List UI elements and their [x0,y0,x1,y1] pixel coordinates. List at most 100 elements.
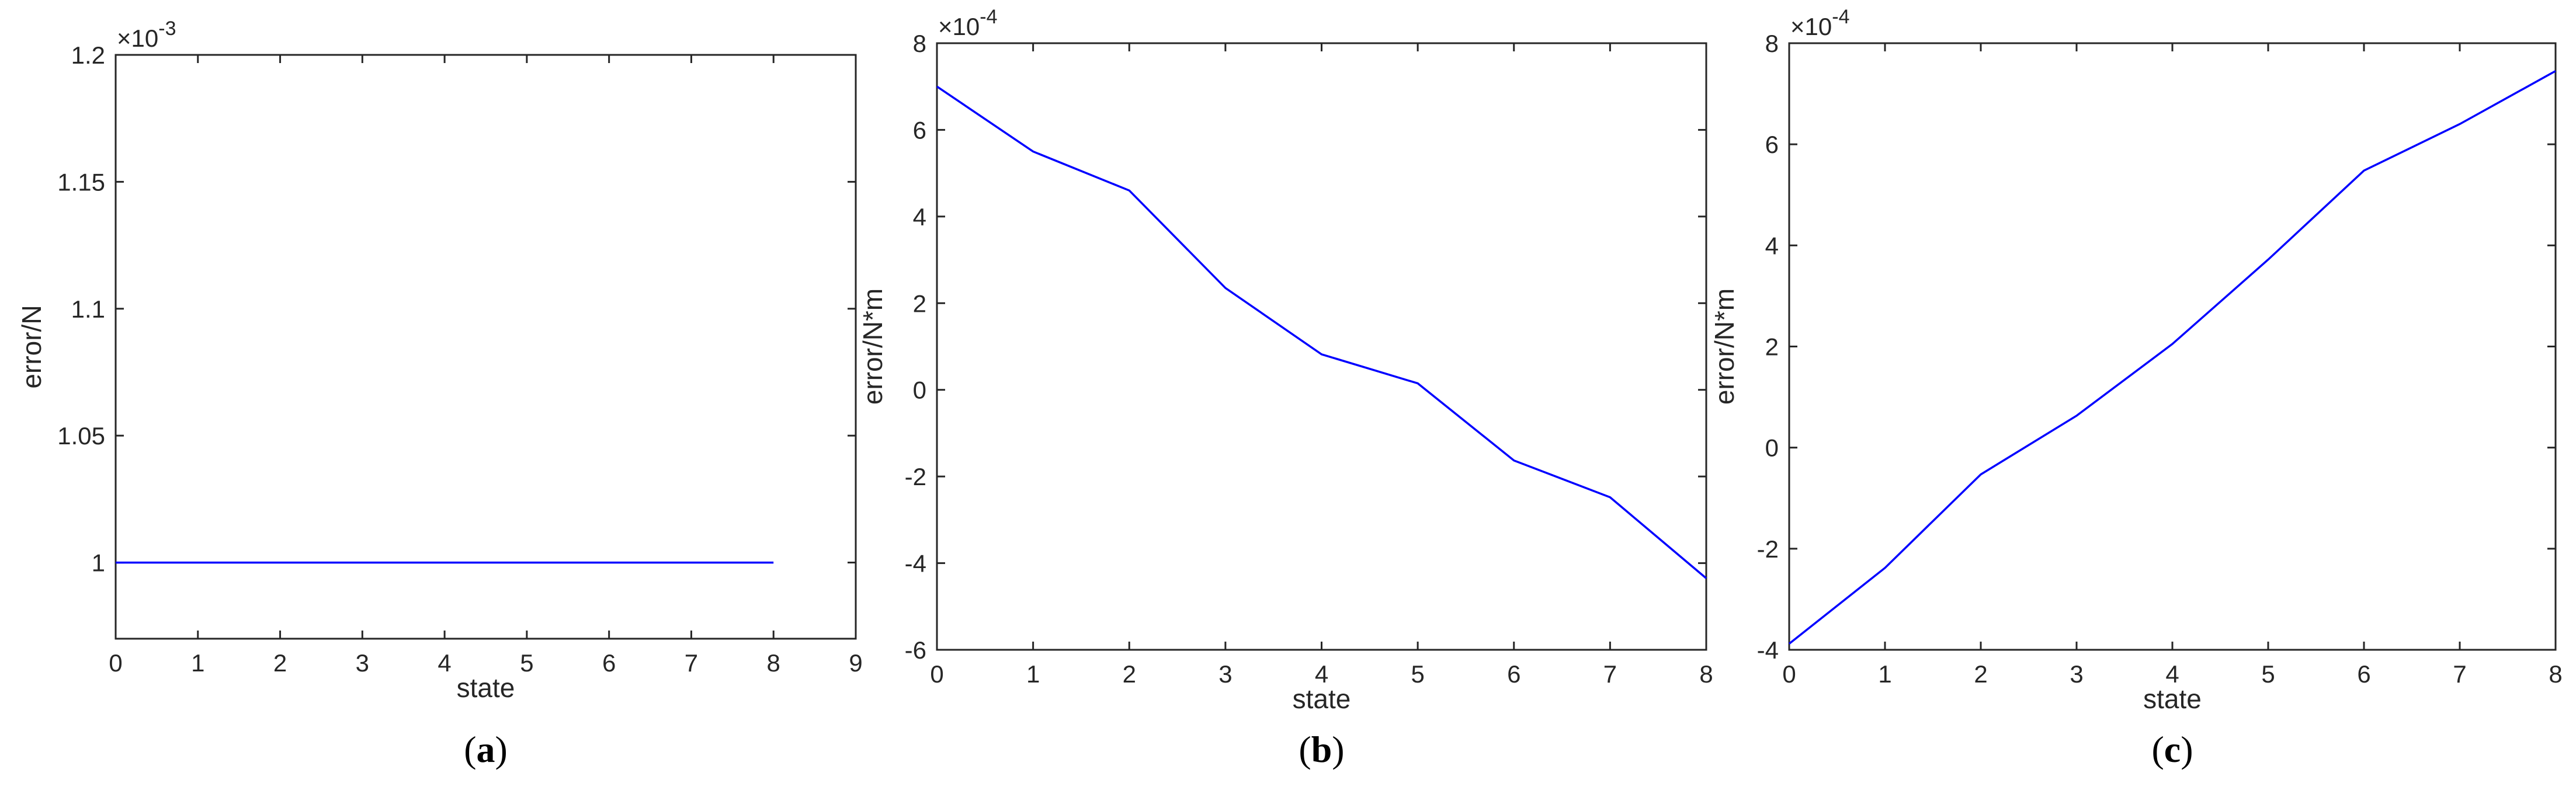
data-point [1512,459,1516,462]
y-tick-label: 2 [913,290,926,317]
data-point [2171,342,2174,346]
y-exponent-label: ×10-3 [117,18,176,52]
data-point [525,561,529,565]
x-tick-label: 5 [520,649,533,677]
data-point [1704,577,1708,580]
data-point [2362,169,2366,172]
y-tick-label: 6 [913,116,926,144]
x-tick-label: 0 [109,649,122,677]
x-tick-label: 6 [602,649,616,677]
y-exponent-base: ×10 [938,13,980,40]
x-tick-label: 4 [2165,660,2179,688]
data-point [1787,642,1791,646]
y-tick-label: 1.2 [71,41,105,69]
caption-letter: c [2164,729,2181,770]
data-point [1416,382,1419,385]
data-point [196,561,200,565]
x-tick-label: 4 [1315,660,1328,688]
y-tick-label: 4 [913,203,926,231]
y-tick-label: 6 [1765,131,1779,158]
y-exponent-base: ×10 [1790,13,1832,40]
y-tick-label: 0 [913,377,926,404]
x-tick-label: 9 [849,649,862,677]
y-tick-label: -4 [1757,636,1779,664]
data-point [1979,473,1983,476]
data-point [1320,353,1324,356]
series-line-c [1788,70,2556,645]
x-tick-label: 8 [767,649,780,677]
y-exponent-label: ×10-4 [1790,6,1849,40]
panel-caption: (a) [464,729,508,770]
x-tick-label: 3 [2070,660,2083,688]
y-tick-label: 2 [1765,333,1779,361]
data-point [607,561,611,565]
data-point [1032,150,1035,154]
data-point [772,561,775,565]
x-tick-label: 7 [1603,660,1617,688]
data-point [2458,123,2462,126]
x-tick-label: 8 [2549,660,2562,688]
y-axis-label: error/N*m [1709,288,1740,405]
data-point [1127,189,1131,192]
y-exponent-power: -4 [1832,6,1849,28]
x-tick-label: 4 [438,649,451,677]
y-tick-label: 1.15 [57,168,105,196]
x-tick-label: 1 [191,649,204,677]
y-tick-label: -6 [905,636,926,664]
x-tick-label: 7 [685,649,698,677]
data-point [689,561,693,565]
data-point [443,561,446,565]
y-tick-label: 4 [1765,232,1779,259]
series-line-b [936,85,1707,579]
data-point [1883,566,1887,570]
data-point [279,561,282,565]
y-exponent-label: ×10-4 [938,6,997,40]
x-tick-label: 6 [1507,660,1520,688]
caption-close: ) [2181,729,2193,770]
y-axis-label: error/N*m [857,288,888,405]
x-tick-label: 1 [1026,660,1040,688]
y-exponent-power: -4 [980,6,997,28]
data-point [935,85,939,88]
x-axis-label: state [457,673,515,703]
y-tick-label: 8 [1765,30,1779,57]
y-tick-label: 1.1 [71,295,105,323]
plot-frame-b [936,42,1707,651]
x-tick-label: 6 [2357,660,2370,688]
x-tick-label: 1 [1878,660,1891,688]
x-tick-label: 0 [930,660,943,688]
x-axis-label: state [1293,684,1351,714]
x-tick-label: 3 [1218,660,1232,688]
data-point [1608,496,1612,499]
data-point [2266,258,2270,262]
caption-close: ) [1332,729,1344,770]
y-tick-label: 1.05 [57,422,105,450]
x-tick-label: 7 [2453,660,2466,688]
y-exponent-power: -3 [158,18,176,40]
caption-open: ( [2151,729,2164,770]
panel-caption: (c) [2151,729,2193,770]
x-tick-label: 3 [356,649,369,677]
caption-close: ) [495,729,508,770]
x-tick-label: 2 [1974,660,1987,688]
data-point [360,561,364,565]
x-tick-label: 2 [273,649,287,677]
y-exponent-base: ×10 [117,25,158,52]
y-tick-label: 8 [913,30,926,57]
data-point [2075,414,2078,417]
y-axis-label: error/N [16,305,47,388]
data-point [1224,286,1227,290]
plot-frame-a [114,54,857,640]
y-tick-label: -2 [1757,535,1779,563]
panel-b: 0 1 2 3 4 5 6 7 8-6-4-202468×10-4stateerror/N*m(… [857,6,1713,770]
x-tick-label: 8 [1699,660,1713,688]
caption-letter: b [1311,729,1332,770]
x-tick-label: 5 [1411,660,1424,688]
y-tick-label: 0 [1765,434,1779,462]
y-tick-label: 1 [92,549,105,577]
caption-letter: a [477,729,495,770]
panel-caption: (b) [1299,729,1344,770]
x-tick-label: 0 [1782,660,1796,688]
